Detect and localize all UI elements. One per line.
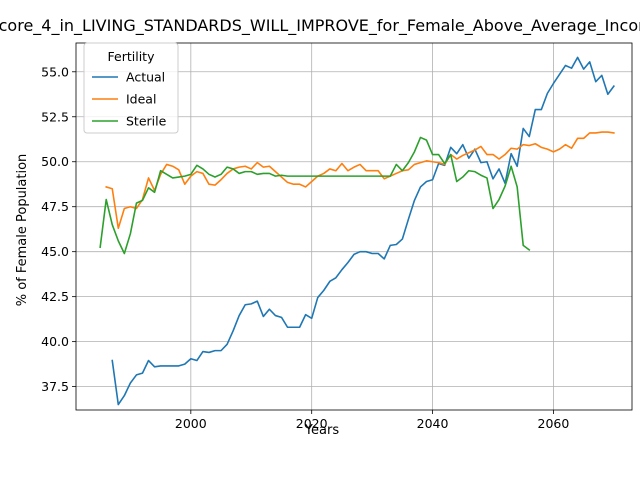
y-tick-label: 47.5 — [41, 199, 69, 214]
x-axis-title: Years — [304, 423, 340, 438]
y-tick-label: 55.0 — [41, 64, 69, 79]
series-line-actual — [111, 56, 615, 406]
legend: Fertility Actual Ideal Sterile — [83, 42, 179, 134]
grid — [76, 43, 632, 410]
y-tick-label: 50.0 — [41, 154, 69, 169]
axis-ticks: 2000 2020 2040 2060 37.5 40.0 42.5 45.0 47.5 50.0… — [41, 64, 569, 431]
chart-title: Score_4_in_LIVING_STANDARDS_WILL_IMPROVE… — [0, 16, 640, 36]
y-tick-label: 37.5 — [41, 379, 69, 394]
legend-label-sterile: Sterile — [126, 114, 167, 129]
y-tick-label: 42.5 — [41, 289, 69, 304]
x-tick-label: 2040 — [417, 416, 449, 431]
series-line-ideal — [105, 131, 615, 230]
x-tick-label: 2020 — [296, 416, 328, 431]
y-tick-label: 40.0 — [41, 334, 69, 349]
legend-label-actual: Actual — [126, 70, 165, 85]
legend-label-ideal: Ideal — [126, 92, 156, 107]
y-tick-label: 52.5 — [41, 109, 69, 124]
legend-box — [83, 42, 179, 134]
x-tick-label: 2060 — [538, 416, 570, 431]
y-axis-title: % of Female Population — [15, 154, 30, 307]
x-tick-label: 2000 — [175, 416, 207, 431]
plot-area — [75, 42, 633, 411]
series-line-sterile — [99, 136, 531, 255]
legend-title: Fertility — [108, 49, 156, 64]
series-lines — [99, 56, 615, 406]
y-tick-label: 45.0 — [41, 244, 69, 259]
